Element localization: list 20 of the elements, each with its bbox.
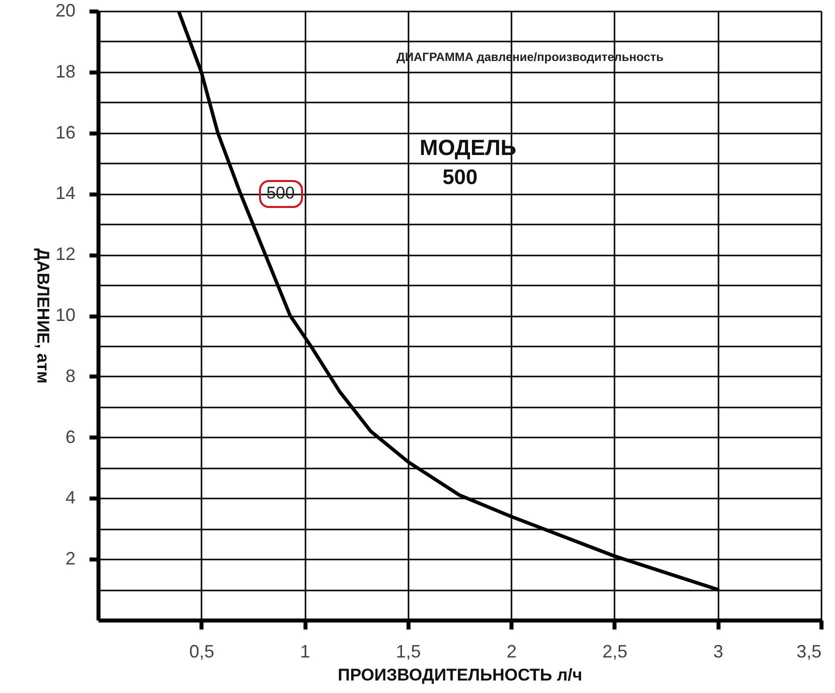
x-tick-label: 1,5 [396, 642, 421, 662]
y-axis-title: ДАВЛЕНИЕ, атм [33, 248, 52, 384]
y-tick-label: 20 [55, 0, 76, 20]
y-tick-label: 8 [65, 366, 76, 386]
x-tick-label: 1 [300, 642, 310, 662]
y-tick-label: 18 [55, 61, 76, 82]
y-tick-label: 10 [55, 305, 76, 325]
x-axis-title: ПРОИЗВОДИТЕЛЬНОСТЬ л/ч [338, 666, 582, 684]
x-tick-label: 2 [506, 642, 517, 662]
y-tick-label: 16 [55, 122, 76, 142]
x-tick-label: 2,5 [602, 642, 628, 662]
y-tick-label: 6 [65, 426, 76, 447]
y-tick-label: 2 [65, 548, 76, 569]
y-tick-label: 4 [65, 488, 76, 508]
x-tick-label: 3 [713, 642, 724, 662]
x-tick-label: 0,5 [189, 642, 214, 662]
y-tick-label: 14 [55, 183, 76, 204]
annotation: 500 [442, 166, 478, 189]
y-tick-label: 12 [55, 244, 76, 264]
x-tick-label: 3,5 [796, 642, 822, 662]
